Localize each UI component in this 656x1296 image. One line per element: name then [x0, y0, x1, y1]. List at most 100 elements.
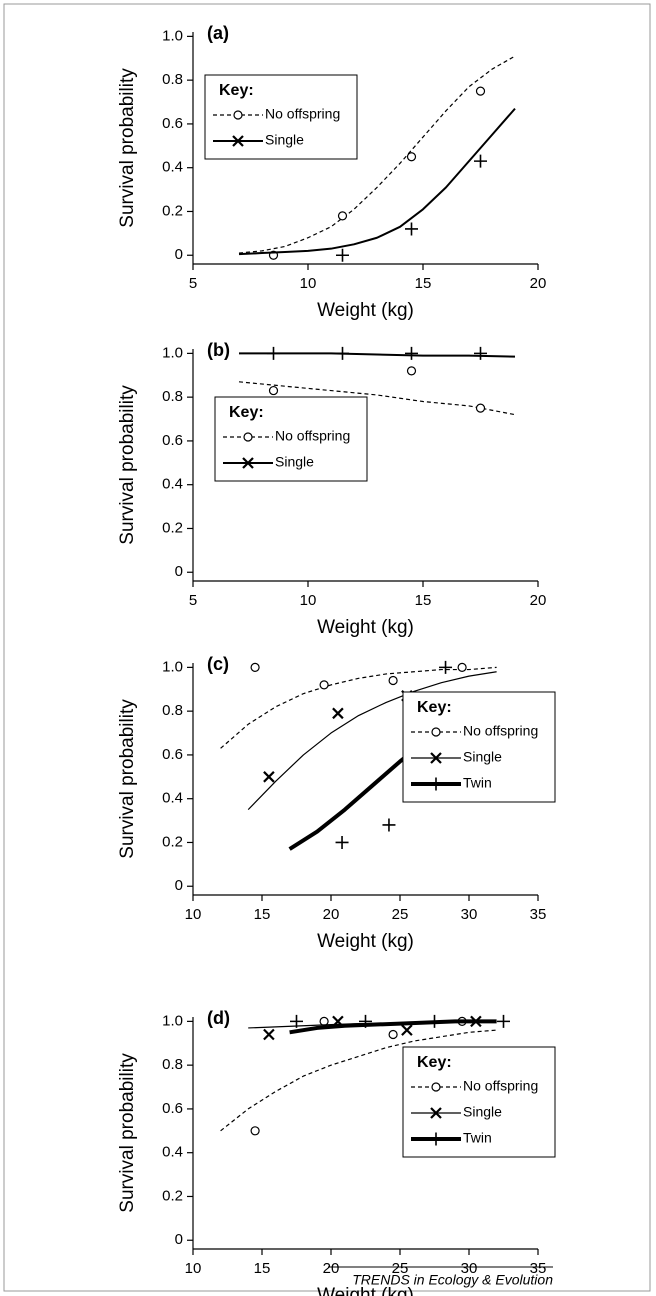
x-tick-label: 15: [254, 1260, 271, 1277]
curve: [238, 107, 516, 256]
y-tick-label: 0.4: [162, 790, 183, 807]
y-tick-label: 0.8: [162, 1056, 183, 1073]
data-point: [359, 1014, 372, 1028]
x-tick-label: 30: [461, 906, 478, 923]
legend-marker: [429, 1132, 443, 1146]
data-point: [336, 248, 349, 262]
data-point: [439, 660, 453, 674]
legend-marker: [232, 135, 244, 147]
legend-marker: [431, 1082, 441, 1092]
legend-marker: [431, 727, 441, 737]
legend-marker: [430, 752, 442, 764]
panel-label: (d): [207, 1008, 230, 1028]
x-tick-label: 10: [300, 275, 317, 292]
y-tick-label: 0: [175, 246, 183, 263]
x-axis-label: Weight (kg): [317, 300, 414, 321]
legend-label: Twin: [463, 1130, 492, 1146]
data-point: [474, 346, 487, 360]
data-point: [335, 835, 349, 849]
data-point: [267, 346, 280, 360]
x-tick-label: 20: [530, 275, 547, 292]
y-tick-label: 1.0: [162, 27, 183, 44]
y-tick-label: 0.8: [162, 702, 183, 719]
data-point: [319, 680, 329, 690]
y-tick-label: 0.2: [162, 202, 183, 219]
y-tick-label: 0: [175, 877, 183, 894]
legend-label: No offspring: [463, 723, 538, 739]
data-point: [250, 1126, 260, 1136]
data-point: [319, 1016, 329, 1026]
data-point: [406, 152, 417, 162]
data-point: [388, 1029, 398, 1040]
data-point: [263, 771, 275, 783]
data-point: [382, 818, 396, 832]
data-point: [475, 86, 486, 96]
legend-label: Twin: [463, 775, 492, 791]
y-tick-label: 0.4: [162, 476, 183, 493]
y-axis-label: Survival probability: [117, 385, 138, 545]
curve: [247, 671, 497, 811]
y-tick-label: 1.0: [162, 658, 183, 675]
x-axis-label: Weight (kg): [317, 617, 414, 638]
x-tick-label: 25: [392, 906, 409, 923]
y-tick-label: 0: [175, 563, 183, 580]
y-tick-label: 0.4: [162, 1144, 183, 1161]
data-point: [475, 403, 486, 413]
x-tick-label: 5: [189, 275, 197, 292]
legend-box: [204, 74, 358, 160]
x-tick-label: 20: [323, 1260, 340, 1277]
y-tick-label: 0.2: [162, 519, 183, 536]
x-tick-label: 15: [415, 592, 432, 609]
x-tick-label: 10: [300, 592, 317, 609]
footer: TRENDS in Ecology & Evolution: [352, 1272, 553, 1288]
y-tick-label: 0.6: [162, 432, 183, 449]
legend-label: Single: [463, 1104, 502, 1120]
data-point: [250, 662, 260, 672]
data-point: [332, 707, 344, 720]
x-tick-label: 35: [530, 1260, 547, 1277]
data-point: [457, 662, 467, 672]
curve: [220, 1029, 497, 1132]
curve: [238, 55, 516, 254]
legend-marker: [233, 110, 243, 120]
y-tick-label: 0: [175, 1231, 183, 1248]
data-point: [290, 1014, 303, 1028]
data-point: [337, 211, 348, 221]
x-tick-label: 20: [323, 906, 340, 923]
data-point: [405, 222, 418, 236]
legend-title: Key:: [417, 699, 452, 716]
y-tick-label: 0.2: [162, 1187, 183, 1204]
data-point: [336, 346, 349, 360]
data-point: [406, 366, 417, 376]
x-tick-label: 35: [530, 906, 547, 923]
legend-label: Single: [265, 132, 304, 148]
x-tick-label: 15: [415, 275, 432, 292]
panel-label: (b): [207, 340, 230, 360]
y-tick-label: 1.0: [162, 344, 183, 361]
legend-marker: [429, 777, 443, 791]
x-axis-label: Weight (kg): [317, 931, 414, 952]
y-tick-label: 0.8: [162, 388, 183, 405]
y-tick-label: 0.6: [162, 115, 183, 132]
y-tick-label: 0.8: [162, 71, 183, 88]
y-tick-label: 0.6: [162, 746, 183, 763]
y-tick-label: 0.6: [162, 1100, 183, 1117]
legend-title: Key:: [417, 1054, 452, 1071]
data-point: [497, 1014, 510, 1028]
y-axis-label: Survival probability: [117, 68, 138, 228]
curve: [239, 352, 516, 358]
legend-marker: [430, 1107, 442, 1119]
data-point: [268, 385, 279, 396]
data-point: [474, 154, 487, 168]
legend-marker: [243, 432, 253, 442]
legend-label: No offspring: [275, 428, 350, 444]
x-tick-label: 25: [392, 1260, 409, 1277]
legend-title: Key:: [219, 82, 254, 99]
x-tick-label: 5: [189, 592, 197, 609]
y-axis-label: Survival probability: [117, 1053, 138, 1213]
legend-label: Single: [275, 454, 314, 470]
x-axis-label: Weight (kg): [317, 1285, 414, 1296]
data-point: [428, 1014, 441, 1028]
